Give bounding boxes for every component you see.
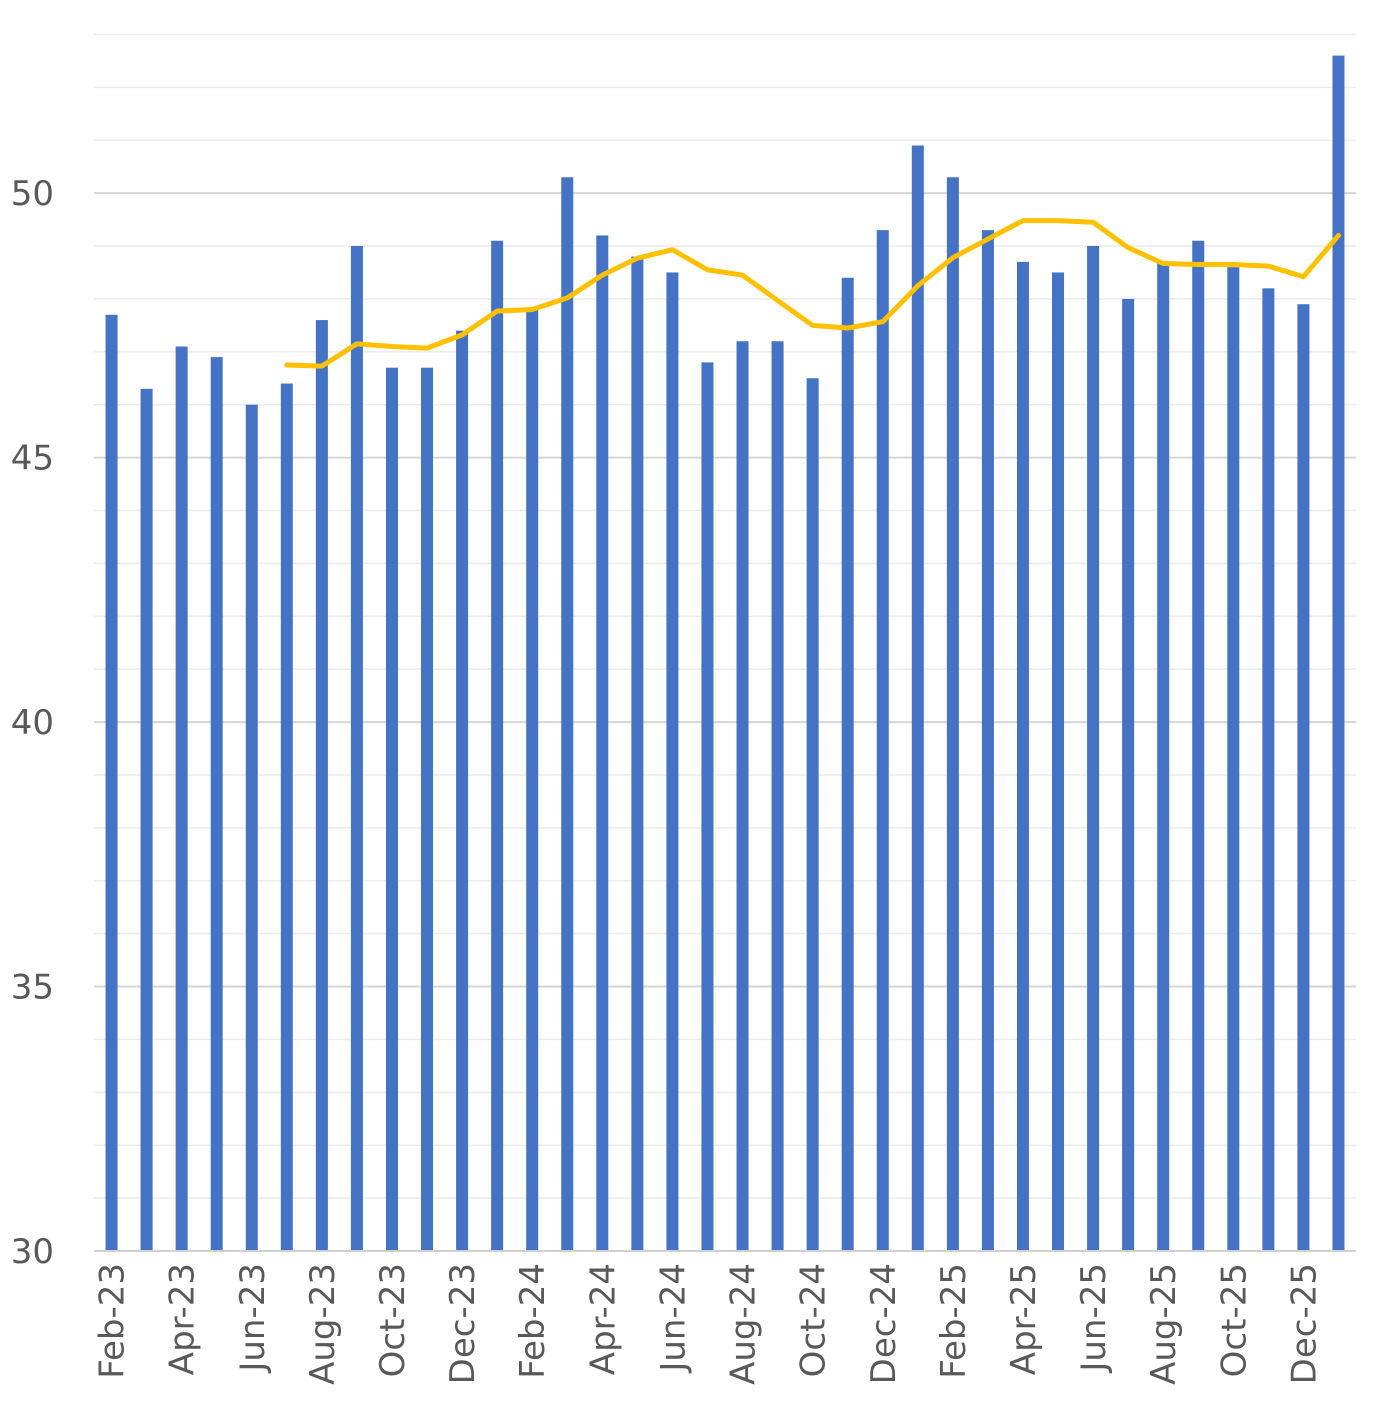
bar	[1052, 272, 1065, 1251]
bar	[210, 357, 223, 1251]
bar	[1016, 261, 1029, 1251]
x-tick-label: Feb-24	[513, 1263, 553, 1379]
bar	[456, 330, 469, 1251]
y-tick-label: 40	[11, 703, 54, 743]
x-tick-label: Dec-25	[1284, 1263, 1324, 1384]
line-path	[284, 218, 1341, 369]
bar	[385, 367, 398, 1251]
bar	[1157, 261, 1170, 1251]
bar	[1332, 55, 1345, 1252]
bar	[245, 404, 258, 1251]
y-tick-label: 45	[11, 439, 54, 479]
x-tick-label: Aug-24	[724, 1263, 764, 1385]
x-tick-label: Feb-23	[93, 1263, 133, 1379]
bar	[1297, 304, 1310, 1252]
x-tick-label: Apr-23	[163, 1263, 203, 1375]
y-axis-ticks: 30 35 40 45 50	[11, 174, 54, 1272]
bar	[666, 272, 679, 1251]
bar	[491, 240, 504, 1251]
line-series	[284, 218, 1341, 369]
bar	[105, 314, 118, 1252]
bar	[1262, 288, 1275, 1251]
y-tick-label: 30	[11, 1232, 54, 1272]
bar	[526, 309, 539, 1251]
bar	[140, 388, 153, 1251]
x-tick-label: Apr-25	[1004, 1263, 1044, 1375]
bar	[1192, 240, 1205, 1251]
x-axis-ticks: Feb-23 Apr-23 Jun-23 Aug-23 Oct-23 Dec-23 Feb-…	[93, 1263, 1325, 1385]
bar	[561, 177, 574, 1252]
x-tick-label: Apr-24	[583, 1263, 623, 1375]
bar	[350, 246, 363, 1252]
bar	[1087, 246, 1100, 1252]
x-tick-label: Dec-24	[864, 1263, 904, 1384]
bar	[911, 145, 924, 1251]
bar	[806, 378, 819, 1251]
bar	[596, 235, 609, 1251]
bar	[315, 320, 328, 1251]
x-tick-label: Jun-23	[233, 1263, 273, 1374]
bar	[736, 341, 749, 1251]
bar	[701, 362, 714, 1252]
x-tick-label: Oct-23	[373, 1263, 413, 1377]
bar	[946, 177, 959, 1252]
x-tick-label: Oct-25	[1214, 1263, 1254, 1377]
x-tick-label: Jun-25	[1074, 1263, 1114, 1374]
bar	[175, 346, 188, 1251]
x-tick-label: Jun-24	[653, 1263, 693, 1374]
x-tick-label: Aug-23	[303, 1263, 343, 1385]
x-tick-label: Dec-23	[443, 1263, 483, 1384]
bar	[1227, 267, 1240, 1251]
x-tick-label: Feb-25	[934, 1263, 974, 1379]
bar	[280, 383, 293, 1251]
bar	[876, 230, 889, 1251]
bar	[421, 367, 434, 1251]
x-tick-label: Aug-25	[1144, 1263, 1184, 1385]
bar	[841, 277, 854, 1251]
y-tick-label: 35	[11, 968, 54, 1008]
y-tick-label: 50	[11, 174, 54, 214]
bar	[1122, 298, 1135, 1251]
x-tick-label: Oct-24	[794, 1263, 834, 1377]
bar	[631, 256, 644, 1252]
bar-series	[105, 55, 1345, 1252]
gridlines	[94, 33, 1356, 1199]
bar	[771, 341, 784, 1251]
bar	[981, 230, 994, 1251]
